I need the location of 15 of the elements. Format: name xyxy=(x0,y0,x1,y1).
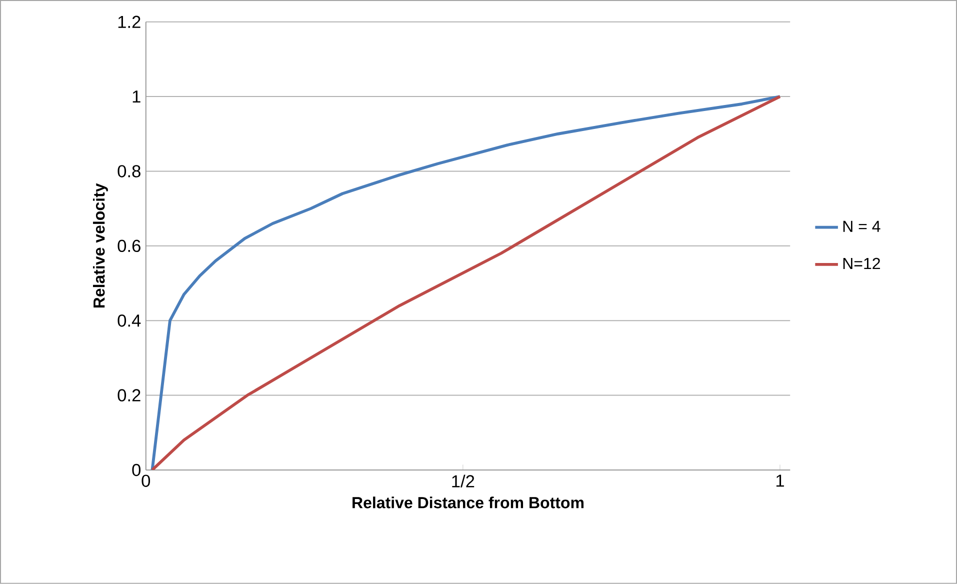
y-tick-label: 0.4 xyxy=(118,314,141,327)
x-axis-title: Relative Distance from Bottom xyxy=(352,496,584,508)
y-tick-label: 0.8 xyxy=(118,165,140,178)
x-tick-label: 1/2 xyxy=(452,474,474,488)
y-tick-label: 0.6 xyxy=(118,240,140,252)
x-tick-label: 1 xyxy=(776,474,784,487)
y-axis-title: Relative velocity xyxy=(93,183,108,308)
y-tick-label: 1 xyxy=(132,90,140,103)
legend-label: N=12 xyxy=(843,258,880,270)
y-tick-label: 1.2 xyxy=(118,16,140,28)
y-tick-label: 0 xyxy=(132,464,141,476)
x-tick-label: 0 xyxy=(142,474,150,488)
line-series xyxy=(150,95,782,470)
y-tick-label: 0.2 xyxy=(118,389,140,402)
legend-label: N = 4 xyxy=(843,220,880,232)
